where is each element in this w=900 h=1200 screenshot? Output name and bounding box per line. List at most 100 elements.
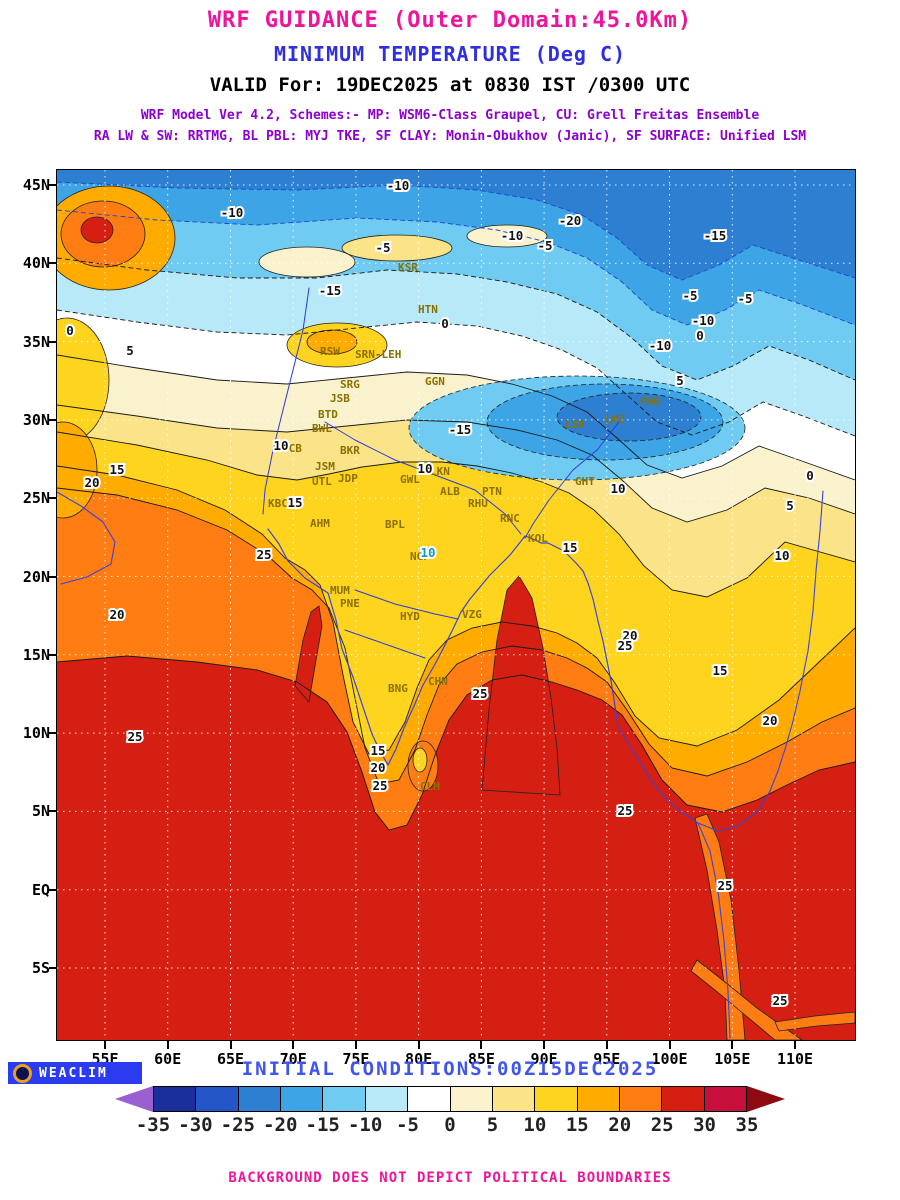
contour-line (57, 209, 855, 326)
contour-value-label: -5 (375, 240, 390, 255)
contour-value-label: -10 (501, 228, 524, 243)
colorbar-tick-label: 5 (486, 1114, 499, 1136)
station-label: RHU (468, 497, 488, 510)
station-label: VZG (462, 608, 482, 621)
contour-value-label: 20 (109, 607, 124, 622)
colorbar-tick-label: -5 (396, 1114, 420, 1136)
station-label: JSM (315, 460, 335, 473)
java-sliver (774, 1011, 855, 1032)
contour-value-label: -5 (737, 291, 752, 306)
weaclim-logo-text: WEACLIM (39, 1065, 108, 1081)
colorbar-tick-label: -30 (178, 1114, 213, 1136)
contour-value-label: 0 (696, 328, 704, 343)
colorbar-tick-label: -25 (220, 1114, 256, 1136)
bay-of-bengal-warm-wedge (481, 575, 561, 796)
lon-tick (731, 1041, 734, 1049)
colorbar-segment (703, 1087, 747, 1111)
contour-value-label: 10 (774, 548, 789, 563)
contour-value-label: 15 (370, 743, 385, 758)
contour-value-label: 20 (370, 760, 385, 775)
contour-value-label: -15 (704, 228, 727, 243)
colorbar-segment (618, 1087, 662, 1111)
contour-value-label: 15 (287, 495, 302, 510)
station-label: CLM (420, 780, 440, 793)
lat-tick-label: 25N (22, 489, 50, 508)
lon-tick-label: 100E (651, 1050, 688, 1068)
weaclim-logo-icon (13, 1063, 32, 1083)
contour-value-label: -15 (449, 422, 472, 437)
colorbar-tick-label: 30 (693, 1114, 717, 1136)
brahmaputra-river (524, 421, 620, 539)
contour-value-label: 5 (786, 498, 794, 513)
lat-tick (49, 184, 57, 186)
station-label: JCB (282, 442, 302, 455)
lon-tick-label: 85E (467, 1050, 495, 1068)
station-label: HYD (400, 610, 420, 623)
godavari-river (354, 589, 459, 620)
station-label: SRG (340, 378, 360, 391)
valid-time-line: VALID For: 19DEC2025 at 0830 IST /0300 U… (209, 74, 691, 96)
scheme-line-1: WRF Model Ver 4.2, Schemes:- MP: WSM6-Cl… (140, 108, 760, 123)
contour-value-label: 20 (84, 475, 99, 490)
north-band-patch (341, 234, 453, 262)
page-title: WRF GUIDANCE (Outer Domain:45.0Km) (207, 8, 693, 33)
lon-tick (292, 1041, 295, 1049)
station-label: UTL (312, 475, 332, 488)
colorbar-right-arrow (747, 1086, 785, 1112)
contour-value-label: 25 (127, 729, 142, 744)
station-label: PNE (340, 597, 360, 610)
colorbar-tick-label: 10 (523, 1114, 547, 1136)
lon-tick (668, 1041, 671, 1049)
station-label: BKR (340, 444, 360, 457)
indochina-coastline (697, 490, 824, 832)
colorbar-left-arrow (115, 1086, 153, 1112)
lon-tick (794, 1041, 796, 1049)
contour-value-label: -10 (221, 205, 244, 220)
krishna-river (344, 629, 426, 659)
north-band-patch (258, 246, 356, 278)
map-frame: KSR HTN RSW SRN-LEH GGN SRG JSB BTD BWL JCB BKR JSM… (56, 169, 856, 1041)
lon-tick-label: 65E (216, 1050, 245, 1068)
lon-tick (543, 1041, 546, 1049)
station-label: KOL (528, 532, 548, 545)
contour-value-label: -5 (682, 288, 697, 303)
lon-tick-label: 70E (279, 1050, 307, 1068)
lon-tick-label: 75E (342, 1050, 370, 1068)
lat-tick (49, 340, 57, 343)
lat-tick-label: 45N (22, 176, 50, 194)
colorbar-segment (195, 1087, 238, 1111)
contour-value-label: 0 (806, 468, 814, 483)
contour-value-label: 25 (617, 803, 632, 818)
temp-band--25--20 (57, 170, 855, 280)
station-label: PNG (640, 395, 660, 408)
nw-warm-hot-spot (80, 216, 114, 244)
colorbar-tick-label: -35 (135, 1114, 171, 1136)
contour-value-label: -10 (649, 338, 672, 353)
colorbar-tick-label: 25 (650, 1114, 674, 1136)
lat-tick-label: 15N (22, 645, 50, 664)
contour-value-label: 25 (617, 638, 632, 653)
colorbar-segment (661, 1087, 704, 1111)
contour-value-label: 15 (712, 663, 727, 678)
sri-lanka-interior (412, 747, 428, 773)
lat-tick-label: 30N (22, 410, 50, 429)
colorbar-segment (576, 1087, 619, 1111)
contour-line (57, 655, 855, 831)
contour-value-label: 10 (420, 545, 435, 560)
station-label: PTN (482, 485, 502, 498)
contour-value-label: -20 (559, 213, 582, 228)
contour-value-label: 25 (372, 778, 387, 793)
lat-tick (49, 262, 57, 265)
lat-tick (49, 810, 57, 813)
lon-tick-label: 95E (593, 1050, 621, 1068)
contour-line (57, 181, 855, 281)
lat-tick-label: 40N (22, 254, 50, 273)
colorbar-tick-label: 20 (608, 1114, 632, 1136)
colorbar-segment (491, 1087, 535, 1111)
lon-tick (104, 1041, 106, 1049)
contour-value-label: 20 (622, 628, 637, 643)
contour-value-label: 10 (273, 438, 288, 453)
station-label: MUM (330, 584, 350, 597)
lat-tick-label: 10N (22, 724, 50, 743)
lat-tick (49, 967, 57, 969)
